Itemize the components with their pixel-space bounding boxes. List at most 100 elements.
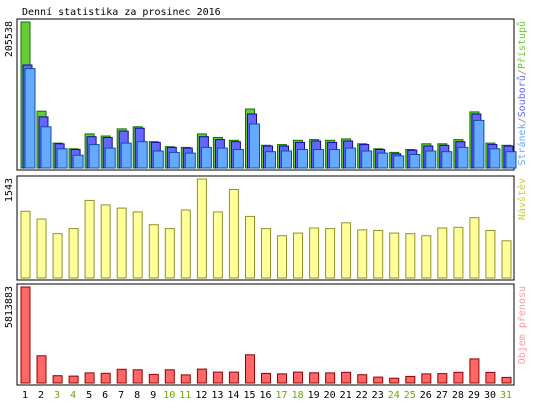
bar-visits-day-13 <box>212 211 223 279</box>
bar-transfer-day-26 <box>421 373 432 384</box>
bar-hits-Stránek-day-23 <box>377 152 389 169</box>
bar-visits-day-26 <box>421 235 432 279</box>
bar-visits-day-28 <box>453 226 464 279</box>
bar-visits-day-5 <box>84 199 95 279</box>
bar-hits-Stránek-day-22 <box>361 150 373 169</box>
tick-label-day-5: 5 <box>86 390 92 401</box>
bar-transfer-day-24 <box>389 377 400 384</box>
bar-transfer-day-7 <box>116 368 127 384</box>
bar-transfer-day-14 <box>228 371 239 384</box>
bar-hits-Stránek-day-26 <box>425 150 437 169</box>
bar-transfer-day-20 <box>325 372 336 384</box>
bar-transfer-day-28 <box>453 371 464 384</box>
bar-transfer-day-17 <box>277 373 287 384</box>
bar-transfer-day-18 <box>293 371 303 384</box>
bar-transfer-day-30 <box>485 371 496 384</box>
bar-transfer-day-27 <box>437 373 448 384</box>
tick-label-day-21: 21 <box>340 390 352 401</box>
bar-hits-Stránek-day-13 <box>216 147 228 169</box>
bar-transfer-day-11 <box>180 374 191 384</box>
bar-hits-Stránek-day-5 <box>88 144 100 169</box>
bar-transfer-day-3 <box>52 375 63 384</box>
tick-label-day-13: 13 <box>211 390 223 401</box>
bar-transfer-day-15 <box>245 354 255 384</box>
bar-visits-day-15 <box>245 215 255 279</box>
bar-hits-Stránek-day-27 <box>441 151 453 169</box>
bar-visits-day-4 <box>68 228 79 279</box>
tick-label-day-27: 27 <box>436 390 448 401</box>
bar-visits-day-8 <box>132 211 143 279</box>
bar-transfer-day-4 <box>68 375 79 384</box>
bar-visits-day-6 <box>100 204 111 279</box>
tick-label-day-19: 19 <box>308 390 320 401</box>
bar-visits-day-25 <box>405 233 416 279</box>
bar-visits-day-27 <box>437 227 448 279</box>
bar-hits-Stránek-day-28 <box>457 146 469 169</box>
tick-label-day-15: 15 <box>243 390 255 401</box>
bar-transfer-day-13 <box>212 371 223 384</box>
bar-hits-Stránek-day-16 <box>265 151 276 169</box>
tick-label-day-28: 28 <box>452 390 464 401</box>
legend-hits: Stránek/Souborů/Přístupů <box>516 21 528 166</box>
legend-entry: Stránek <box>516 123 528 165</box>
tick-label-day-14: 14 <box>227 390 239 401</box>
bar-transfer-day-10 <box>164 369 175 384</box>
bar-hits-Stránek-day-18 <box>297 149 308 169</box>
bar-hits-Stránek-day-10 <box>168 151 180 169</box>
bar-visits-day-31 <box>501 240 512 279</box>
tick-label-day-11: 11 <box>179 390 191 401</box>
bar-visits-day-14 <box>228 189 239 279</box>
legend-visits: Návštěv <box>516 178 528 220</box>
tick-label-day-24: 24 <box>388 390 400 401</box>
bar-visits-day-7 <box>116 207 127 279</box>
bar-transfer-day-21 <box>341 371 352 384</box>
tick-label-day-26: 26 <box>420 390 432 401</box>
bar-transfer-day-1 <box>20 286 31 384</box>
tick-label-day-6: 6 <box>102 390 108 401</box>
legend-entry: / <box>517 69 528 75</box>
tick-label-day-7: 7 <box>118 390 124 401</box>
bar-transfer-day-8 <box>132 369 143 384</box>
bar-hits-Stránek-day-21 <box>345 147 357 169</box>
bar-hits-Stránek-day-20 <box>329 149 341 169</box>
legend-entry: Objem přenosu <box>516 286 528 364</box>
bar-hits-Stránek-day-7 <box>120 142 132 169</box>
tick-label-day-8: 8 <box>134 390 140 401</box>
tick-label-day-18: 18 <box>292 390 304 401</box>
bar-visits-day-19 <box>309 227 320 279</box>
bar-transfer-day-5 <box>84 372 95 384</box>
tick-label-day-4: 4 <box>70 390 76 401</box>
bar-transfer-day-29 <box>469 358 480 384</box>
bar-hits-Stránek-day-2 <box>40 126 52 169</box>
bar-hits-Stránek-day-8 <box>136 141 148 169</box>
bar-transfer-day-6 <box>100 372 111 384</box>
bar-hits-Stránek-day-30 <box>489 148 501 169</box>
bar-hits-Stránek-day-15 <box>249 123 260 169</box>
max-value-label-hits: 205538 <box>4 21 15 57</box>
legend-entry: Návštěv <box>516 178 528 220</box>
bar-visits-day-22 <box>357 229 368 279</box>
bar-transfer-day-25 <box>405 375 416 384</box>
tick-label-day-30: 30 <box>484 390 496 401</box>
bar-visits-day-21 <box>341 222 352 279</box>
bar-hits-Stránek-day-6 <box>104 147 116 169</box>
tick-label-day-2: 2 <box>38 390 44 401</box>
bar-transfer-day-2 <box>36 355 47 384</box>
tick-label-day-22: 22 <box>356 390 368 401</box>
bar-visits-day-29 <box>469 217 480 279</box>
legend-entry: Přístupů <box>516 21 528 69</box>
bar-hits-Stránek-day-14 <box>232 149 244 169</box>
bar-hits-Stránek-day-24 <box>393 155 405 169</box>
bar-visits-day-2 <box>36 218 47 279</box>
bar-transfer-day-22 <box>357 374 368 384</box>
max-value-label-transfer: 5813883 <box>4 286 15 328</box>
bar-visits-day-12 <box>196 178 207 279</box>
bar-visits-day-9 <box>148 224 159 279</box>
panel-frame-transfer <box>16 283 515 386</box>
tick-label-day-20: 20 <box>324 390 336 401</box>
bar-hits-Stránek-day-9 <box>152 150 164 169</box>
bar-transfer-day-23 <box>373 376 384 384</box>
bar-visits-day-23 <box>373 230 384 279</box>
